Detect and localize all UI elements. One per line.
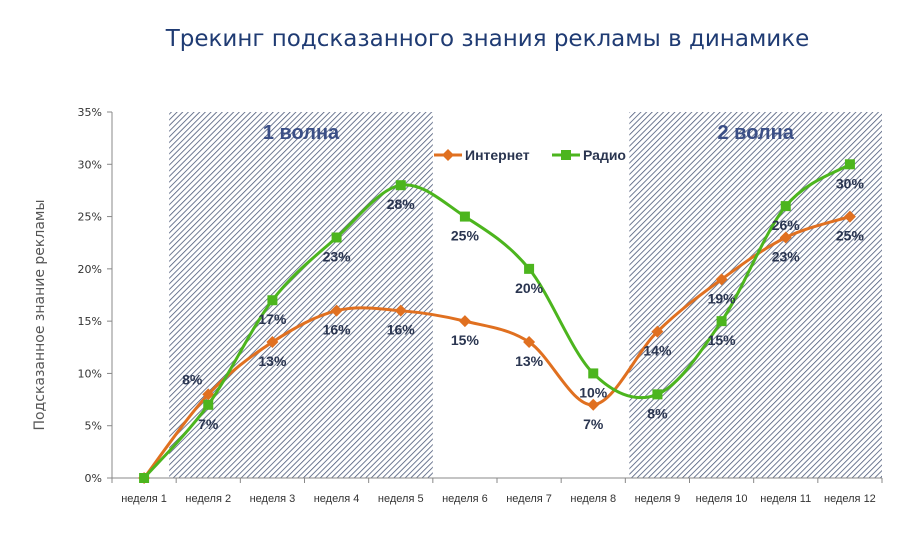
y-tick-label: 35% (78, 106, 102, 119)
data-label-radio: 30% (836, 175, 865, 191)
marker-internet (394, 304, 407, 317)
x-tick-label: неделя 5 (378, 493, 424, 505)
y-tick-label: 5% (85, 420, 102, 433)
marker-radio (524, 263, 535, 274)
marker-internet (458, 315, 471, 328)
data-label-internet: 13% (258, 353, 287, 369)
marker-internet (266, 336, 279, 349)
x-tick-label: неделя 2 (185, 493, 231, 505)
marker-internet (330, 304, 343, 317)
marker-radio (716, 316, 727, 327)
marker-internet (779, 231, 792, 244)
data-label-radio: 28% (387, 196, 416, 212)
data-label-internet: 16% (323, 322, 352, 338)
data-label-radio: 7% (198, 416, 219, 432)
wave-label-1: 1 волна (263, 122, 340, 144)
marker-radio (459, 211, 470, 222)
chart-title: Трекинг подсказанного знания рекламы в д… (165, 26, 810, 52)
legend-marker-radio (561, 150, 571, 160)
data-label-internet: 13% (515, 353, 544, 369)
x-tick-label: неделя 9 (635, 493, 681, 505)
marker-radio (780, 201, 791, 212)
marker-internet (587, 398, 600, 411)
marker-radio (588, 368, 599, 379)
x-tick-label: неделя 6 (442, 493, 488, 505)
data-label-radio: 15% (708, 332, 737, 348)
data-label-radio: 8% (647, 405, 668, 421)
data-label-internet: 23% (772, 248, 801, 264)
x-tick-label: неделя 1 (121, 493, 167, 505)
legend-marker-internet (442, 149, 454, 161)
data-label-radio: 17% (258, 311, 287, 327)
x-tick-label: неделя 12 (824, 493, 876, 505)
wave-region-1 (169, 112, 433, 478)
marker-radio (331, 232, 342, 243)
y-axis-title: Подсказанное знание рекламы (32, 199, 48, 430)
marker-internet (843, 210, 856, 223)
x-tick-label: неделя 8 (570, 493, 616, 505)
data-label-radio: 26% (772, 217, 801, 233)
data-label-internet: 25% (836, 228, 865, 244)
marker-radio (395, 180, 406, 191)
marker-radio (203, 399, 214, 410)
y-tick-label: 20% (78, 263, 102, 276)
wave-region-2 (629, 112, 882, 478)
x-tick-label: неделя 7 (506, 493, 552, 505)
series-line-radio (142, 162, 851, 479)
data-label-radio: 10% (579, 384, 608, 400)
marker-radio (267, 295, 278, 306)
marker-radio (139, 473, 150, 483)
marker-internet (523, 336, 536, 349)
y-tick-label: 10% (78, 367, 102, 380)
y-tick-label: 30% (78, 158, 102, 171)
data-label-radio: 23% (323, 248, 352, 264)
y-tick-label: 15% (78, 315, 102, 328)
marker-radio (652, 389, 663, 400)
data-label-internet: 8% (182, 371, 203, 387)
y-tick-label: 25% (78, 211, 102, 224)
data-label-internet: 14% (643, 343, 672, 359)
legend-label-internet: Интернет (465, 147, 530, 163)
data-label-internet: 19% (708, 290, 737, 306)
x-tick-label: неделя 11 (760, 493, 811, 505)
x-tick-label: неделя 3 (250, 493, 296, 505)
marker-internet (651, 325, 664, 338)
data-label-radio: 20% (515, 280, 544, 296)
x-tick-label: неделя 4 (314, 493, 360, 505)
data-label-internet: 16% (387, 322, 416, 338)
marker-radio (844, 159, 855, 170)
data-label-internet: 7% (583, 416, 604, 432)
legend-label-radio: Радио (583, 147, 626, 163)
x-tick-label: неделя 10 (696, 493, 748, 505)
marker-internet (202, 388, 215, 401)
data-label-radio: 25% (451, 228, 480, 244)
marker-internet (715, 273, 728, 286)
wave-label-2: 2 волна (717, 122, 794, 144)
data-label-internet: 15% (451, 332, 480, 348)
y-tick-label: 0% (85, 472, 102, 485)
